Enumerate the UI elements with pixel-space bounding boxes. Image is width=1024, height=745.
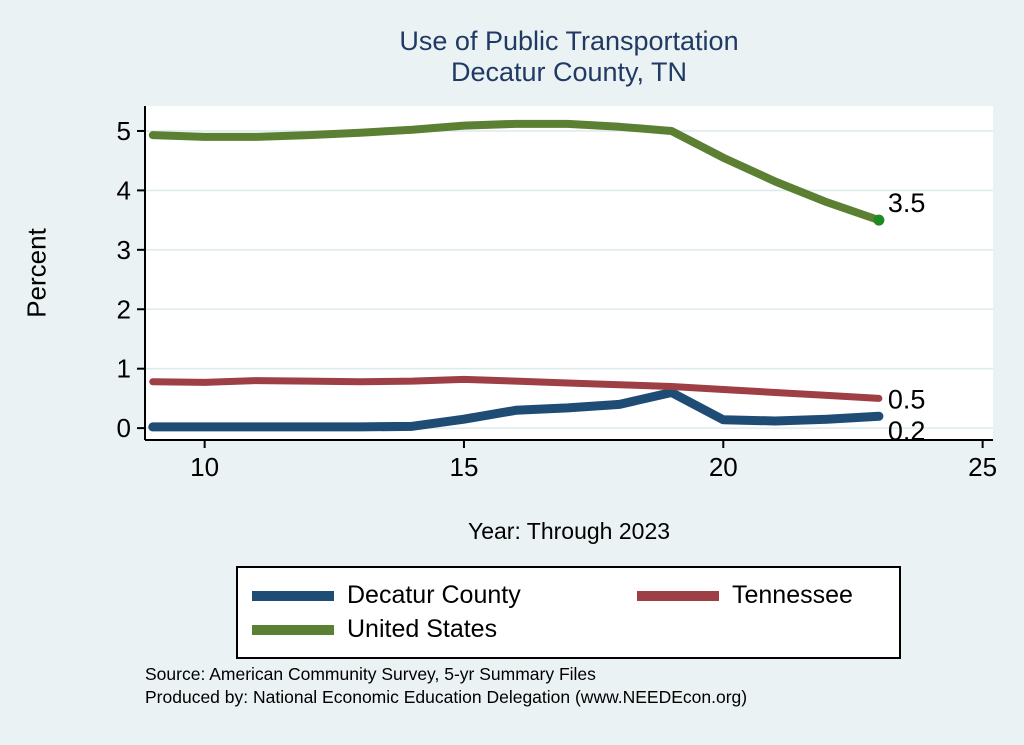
- legend-swatch-tennessee: [637, 590, 719, 601]
- legend-label-united-states: United States: [347, 615, 498, 643]
- y-tick-label: 2: [117, 294, 131, 324]
- series-line-tennessee: [149, 375, 883, 402]
- y-tick-label: 5: [117, 116, 131, 146]
- legend-swatch-united-states: [252, 624, 334, 635]
- y-tick-label: 1: [117, 354, 131, 384]
- y-axis-title: Percent: [21, 228, 52, 318]
- source-line: Source: American Community Survey, 5-yr …: [145, 664, 596, 684]
- y-tick-label: 4: [117, 175, 131, 205]
- series-line-united-states: [148, 119, 883, 225]
- legend-item-tennessee: Tennessee: [637, 583, 899, 608]
- chart-title-line1: Use of Public Transportation: [399, 26, 739, 56]
- end-value-label-tennessee: 0.5: [888, 384, 926, 414]
- end-marker-dot-united-states: [873, 214, 885, 226]
- legend-item-decatur-county: Decatur County: [252, 583, 637, 608]
- series-line-decatur-county: [148, 387, 884, 432]
- produced-by-line: Produced by: National Economic Education…: [145, 687, 748, 707]
- x-tick-label: 10: [190, 452, 219, 482]
- end-value-label-decatur-county: 0.2: [888, 416, 926, 446]
- x-tick-label: 20: [709, 452, 738, 482]
- legend-label-decatur-county: Decatur County: [347, 581, 521, 609]
- chart-title: Use of Public Transportation Decatur Cou…: [145, 26, 993, 88]
- end-value-label-united-states: 3.5: [888, 188, 926, 218]
- chart-title-line2: Decatur County, TN: [450, 57, 688, 87]
- legend: Decatur County Tennessee United States: [236, 566, 901, 659]
- legend-swatch-decatur-county: [252, 590, 334, 601]
- x-tick-label: 15: [450, 452, 479, 482]
- x-tick-label: 25: [968, 452, 997, 482]
- legend-label-tennessee: Tennessee: [732, 581, 853, 609]
- y-tick-label: 3: [117, 235, 131, 265]
- source-note: Source: American Community Survey, 5-yr …: [145, 663, 747, 709]
- legend-item-united-states: United States: [252, 617, 637, 642]
- x-axis-title: Year: Through 2023: [467, 518, 671, 544]
- y-tick-label: 0: [117, 413, 131, 443]
- plot-area: [145, 106, 993, 440]
